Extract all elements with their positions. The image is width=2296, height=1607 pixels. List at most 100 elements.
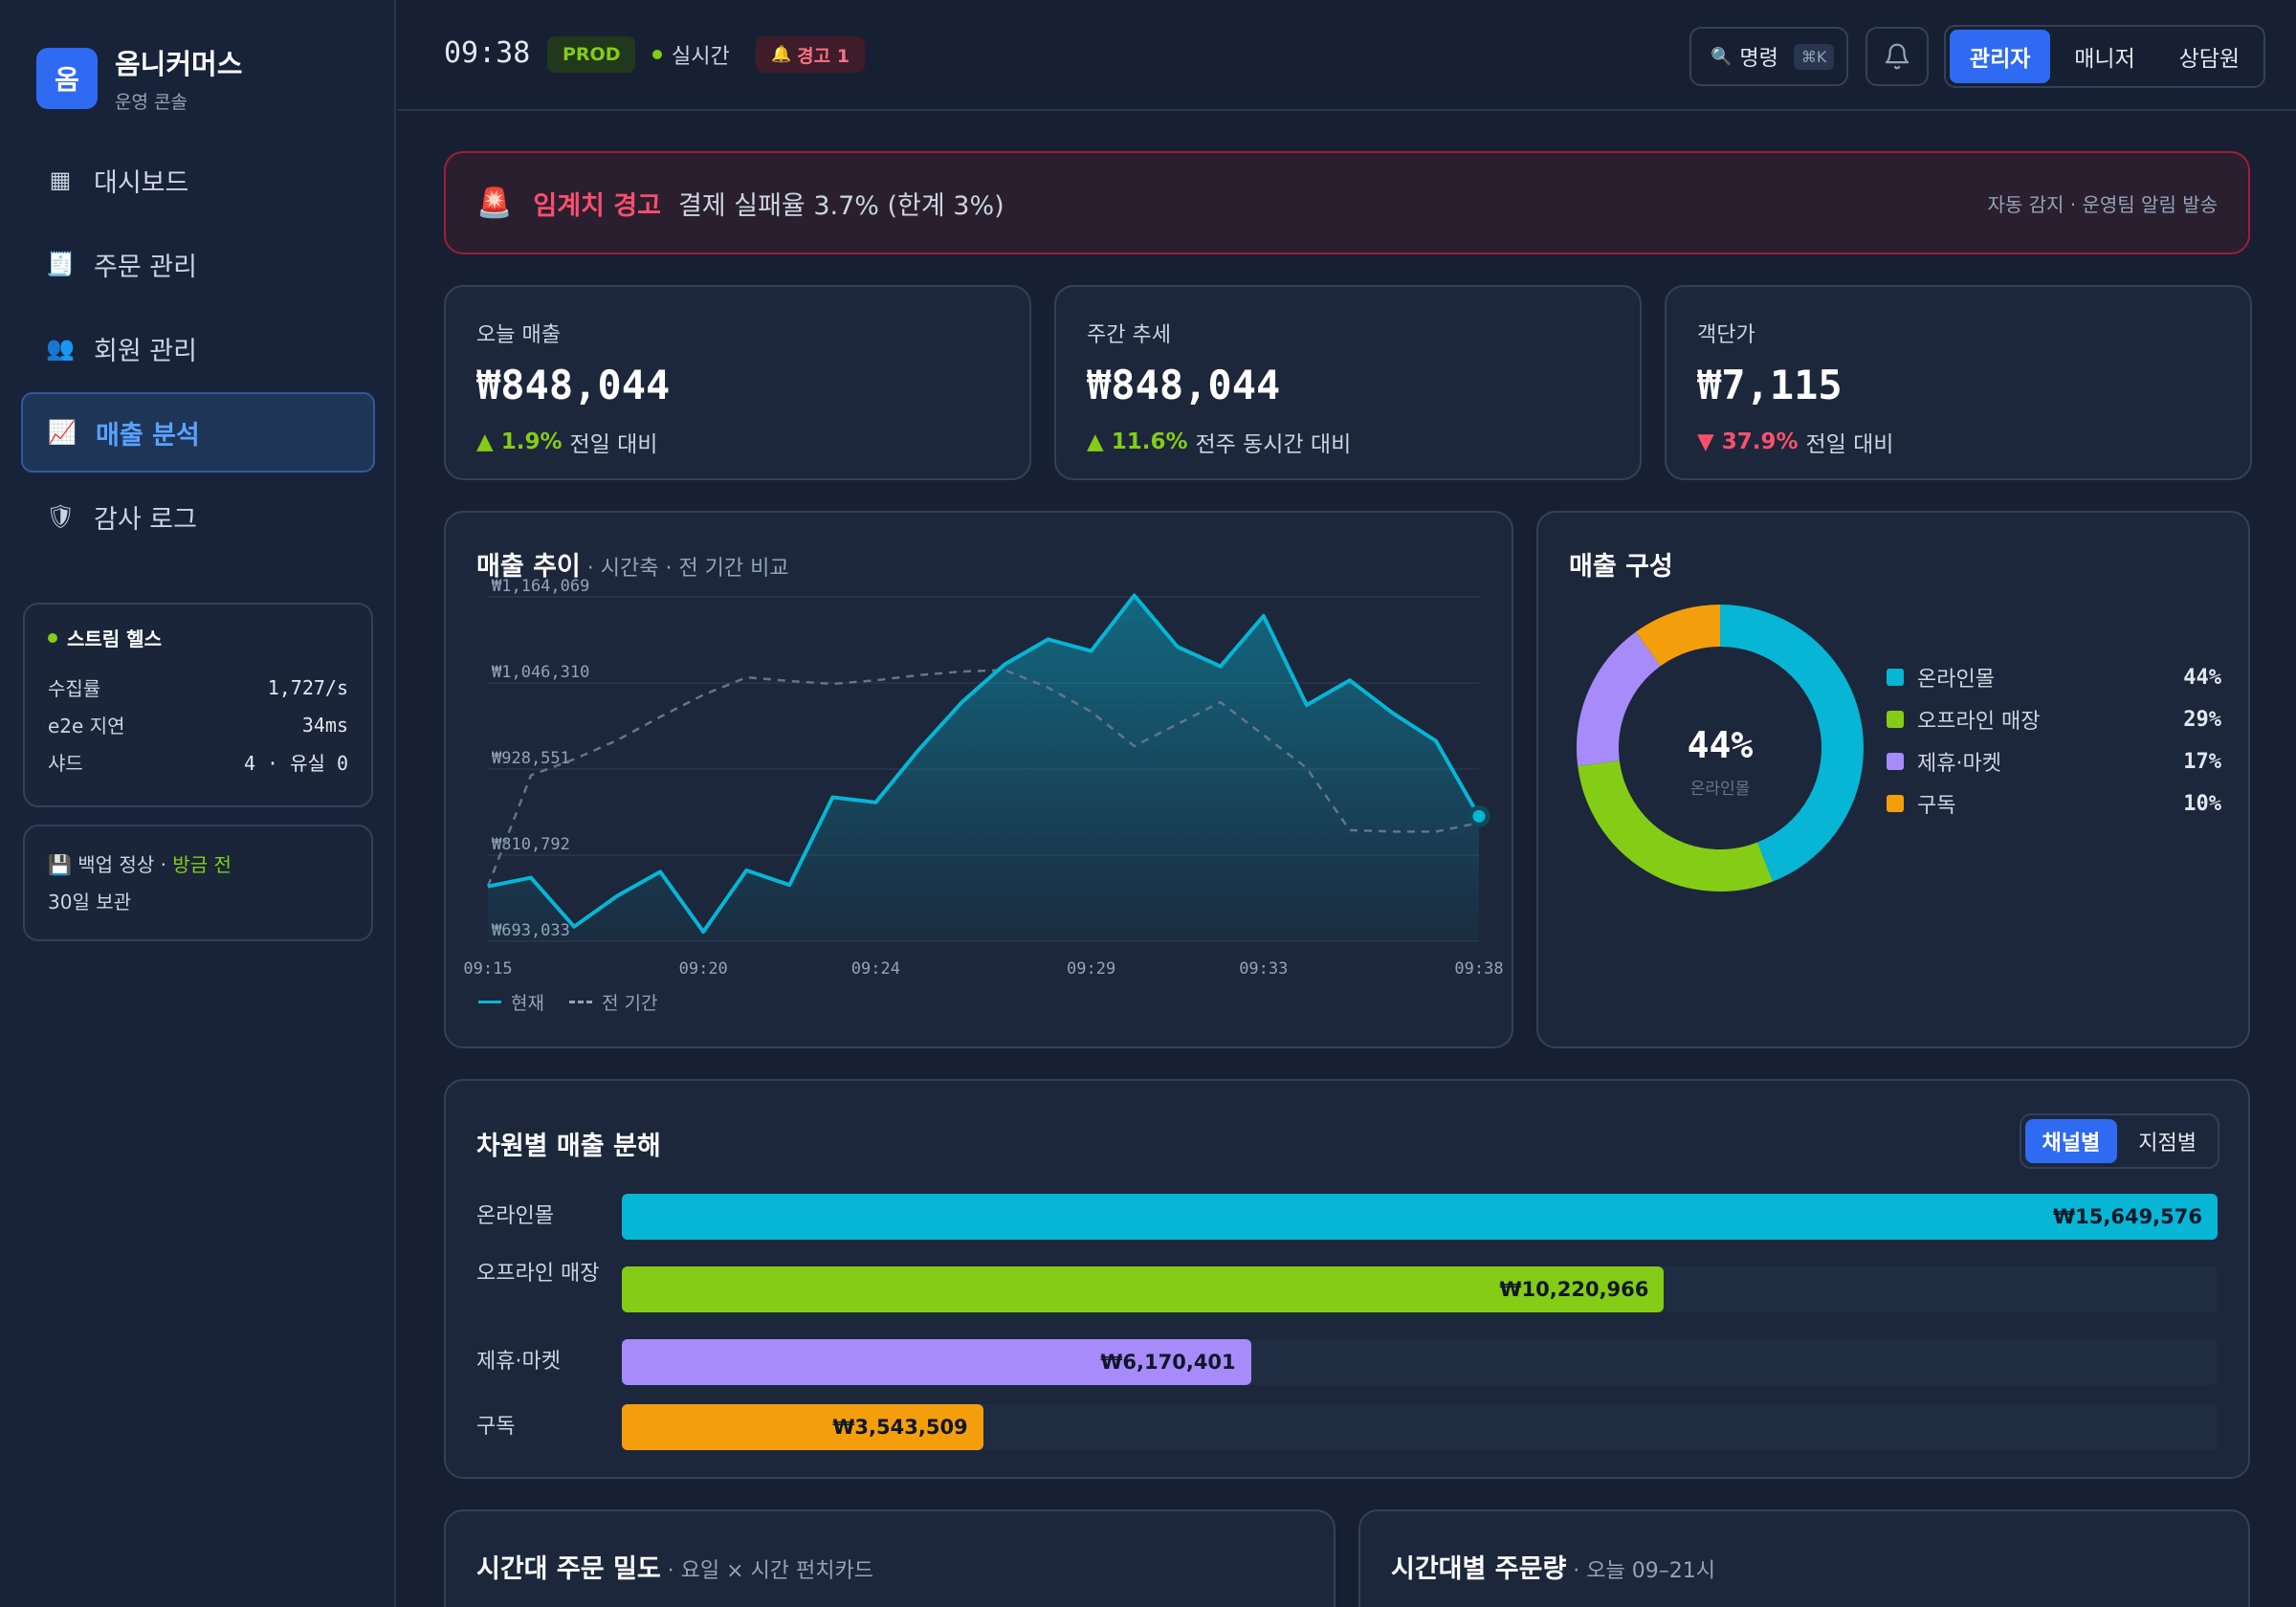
notifications-button[interactable] (1866, 27, 1929, 86)
legend-percent: 44% (2183, 665, 2221, 690)
threshold-alert: 🚨 임계치 경고 결제 실패율 3.7% (한계 3%) 자동 감지 · 운영팀… (444, 151, 2250, 254)
bar-category-label: 구독 (476, 1415, 516, 1439)
health-value: 4 · 유실 0 (243, 752, 348, 775)
backup-time: 방금 전 (172, 853, 232, 876)
brand[interactable]: 옴 옴니커머스 운영 콘솔 (36, 42, 242, 114)
shortcut-hint: ⌘K (1793, 43, 1835, 70)
bar-track: ₩6,170,401 (622, 1339, 2218, 1385)
sidebar-item-0[interactable]: ▦ 대시보드 (21, 140, 375, 220)
siren-icon: 🚨 (476, 186, 513, 220)
legend-item[interactable]: 구독 10% (1887, 782, 2221, 825)
role-option-1[interactable]: 매니저 (2074, 47, 2135, 72)
hourly-orders-title: 시간대별 주문량 (1391, 1554, 1567, 1584)
y-tick-label: ₩928,551 (492, 749, 570, 768)
role-option-2[interactable]: 상담원 (2178, 47, 2241, 72)
legend-percent: 10% (2183, 791, 2221, 816)
health-value: 1,727/s (267, 675, 348, 699)
legend-item[interactable]: 온라인몰 44% (1887, 656, 2221, 698)
brand-title: 옴니커머스 (115, 48, 243, 80)
brand-subtitle: 운영 콘솔 (115, 92, 188, 113)
health-value: 34ms (301, 713, 348, 737)
health-label: 샤드 (48, 752, 83, 775)
command-palette-button[interactable]: 🔍 명령 ⌘K (1689, 27, 1848, 86)
legend-item[interactable]: 제휴·마켓 17% (1887, 740, 2221, 782)
kpi-delta-note: 전일 대비 (1805, 432, 1894, 457)
x-tick-label: 09:24 (851, 959, 900, 979)
stream-health-title: 스트림 헬스 (48, 624, 348, 651)
bar-value-label: ₩15,649,576 (2052, 1205, 2202, 1228)
donut-slice-0[interactable] (1719, 605, 1864, 882)
legend-label: 온라인몰 (1917, 668, 1995, 692)
sidebar: 옴 옴니커머스 운영 콘솔 ▦ 대시보드 🧾 주문 관리 👥 회원 관리 📈 매출 분석 🛡 감사… (0, 0, 396, 1607)
composition-panel: 매출 구성 44% 온라인몰 온라인몰 44% 오프라인 매장 29% 제휴·마켓 17% 구… (1536, 511, 2250, 1048)
nav-icon: 🧾 (46, 251, 75, 277)
punchcard-heading: 시간대 주문 밀도 · 요일 × 시간 펀치카드 (476, 1548, 873, 1585)
bar-category-label: 제휴·마켓 (476, 1350, 561, 1374)
trend-panel: 매출 추이 · 시간축 · 전 기간 비교 ₩1,164,069 ₩1,046,3… (444, 511, 1513, 1048)
legend-swatch (1887, 753, 1904, 770)
role-switcher: 관리자 매니저 상담원 (1944, 25, 2265, 88)
sidebar-item-1[interactable]: 🧾 주문 관리 (21, 224, 375, 304)
env-badge: PROD (547, 36, 636, 73)
triangle-up-icon: ▲ (1087, 429, 1104, 454)
backup-retention: 30일 보관 (48, 891, 132, 914)
legend-item[interactable]: 오프라인 매장 29% (1887, 698, 2221, 740)
bar-3[interactable]: ₩3,543,509 (622, 1404, 983, 1450)
topbar: 09:38 PROD 실시간 🔔 경고 1 🔍 명령 ⌘K 관리자 매니저 상담원 (398, 0, 2296, 111)
donut-slice-2[interactable] (1577, 631, 1662, 766)
x-tick-label: 09:33 (1239, 959, 1288, 979)
triangle-down-icon: ▼ (1697, 429, 1714, 454)
backup-card: 💾 백업 정상 · 방금 전 30일 보관 (23, 825, 373, 941)
legend-previous: 전 기간 (568, 989, 657, 1015)
current-point-marker[interactable] (1468, 804, 1490, 827)
bar-0[interactable]: ₩15,649,576 (622, 1194, 2218, 1240)
trend-title: 매출 추이 (476, 552, 581, 582)
y-tick-label: ₩810,792 (492, 835, 570, 854)
health-label: e2e 지연 (48, 715, 125, 737)
composition-donut[interactable]: 44% 온라인몰 (1567, 595, 1873, 901)
breakdown-tab-0[interactable]: 채널별 (2024, 1119, 2118, 1163)
donut-slice-1[interactable] (1578, 759, 1774, 892)
sidebar-item-label: 매출 분석 (96, 420, 200, 451)
health-row: 샤드 4 · 유실 0 (48, 743, 348, 781)
kpi-delta: ▼ 37.9% 전일 대비 (1697, 426, 2219, 458)
bar-2[interactable]: ₩6,170,401 (622, 1339, 1251, 1385)
sidebar-item-label: 대시보드 (94, 167, 189, 198)
sidebar-item-4[interactable]: 🛡 감사 로그 (21, 476, 375, 557)
x-tick-label: 09:38 (1454, 959, 1503, 979)
status-dot-icon (48, 632, 57, 643)
kpi-value: ₩848,044 (1087, 362, 1281, 408)
sidebar-nav: ▦ 대시보드 🧾 주문 관리 👥 회원 관리 📈 매출 분석 🛡 감사 로그 (21, 140, 375, 561)
kpi-delta-value: 37.9% (1721, 429, 1799, 454)
trend-chart[interactable]: ₩1,164,069₩1,046,310₩928,551₩810,792₩693… (446, 513, 1515, 1050)
kpi-delta-value: 11.6% (1111, 429, 1188, 454)
kpi-delta-value: 1.9% (500, 429, 563, 454)
bar-1[interactable]: ₩10,220,966 (622, 1266, 1665, 1312)
bar-row: 구독 ₩3,543,509 (476, 1404, 2221, 1464)
bell-icon: 🔔 (771, 45, 792, 64)
legend-label: 오프라인 매장 (1917, 710, 2041, 734)
clock: 09:38 (444, 36, 531, 70)
legend-swatch (1887, 795, 1904, 812)
solid-line-icon (478, 1001, 501, 1003)
bar-row: 제휴·마켓 ₩6,170,401 (476, 1339, 2221, 1398)
sidebar-item-2[interactable]: 👥 회원 관리 (21, 308, 375, 388)
composition-title: 매출 구성 (1569, 552, 1673, 582)
breakdown-title: 차원별 매출 분해 (476, 1132, 661, 1161)
kpi-card-1: 주간 추세 ₩848,044 ▲ 11.6% 전주 동시간 대비 (1054, 285, 1642, 480)
donut-slice-3[interactable] (1635, 605, 1721, 667)
alert-title: 임계치 경고 (533, 190, 661, 221)
warning-badge[interactable]: 🔔 경고 1 (756, 36, 865, 73)
bar-track: ₩10,220,966 (622, 1266, 2218, 1312)
health-row: 수집률 1,727/s (48, 669, 348, 706)
role-option-0[interactable]: 관리자 (1950, 30, 2051, 83)
sidebar-item-3[interactable]: 📈 매출 분석 (21, 392, 375, 473)
trend-legend: 현재 전 기간 (478, 989, 657, 1015)
kpi-value: ₩848,044 (476, 362, 671, 408)
floppy-disk-icon: 💾 (48, 853, 72, 876)
breakdown-tab-1[interactable]: 지점별 (2138, 1132, 2197, 1156)
sidebar-item-label: 주문 관리 (94, 252, 197, 282)
donut-center-value: 44% (1688, 724, 1754, 766)
live-dot-icon (652, 50, 662, 59)
backup-status: 💾 백업 정상 · 방금 전 (48, 853, 232, 876)
